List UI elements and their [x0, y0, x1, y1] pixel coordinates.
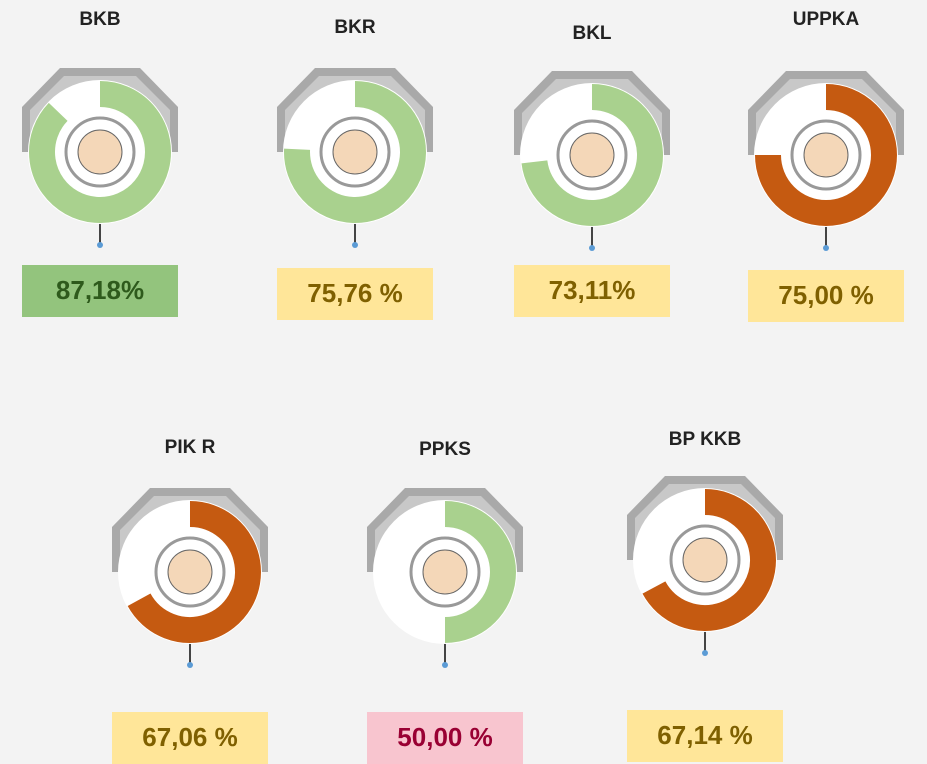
icon	[423, 550, 467, 594]
icon	[168, 550, 212, 594]
item-title: PPKS	[419, 439, 471, 460]
item-title: BKB	[79, 9, 120, 30]
icon	[683, 538, 727, 582]
stem-dot	[352, 242, 358, 248]
value-label: 75,00 %	[778, 280, 873, 310]
stem-dot	[823, 245, 829, 251]
value-label: 67,06 %	[142, 722, 237, 752]
stem-dot	[442, 662, 448, 668]
item-title: BKL	[572, 23, 611, 44]
item-title: BKR	[334, 17, 375, 38]
value-label: 75,76 %	[307, 278, 402, 308]
value-label: 50,00 %	[397, 722, 492, 752]
stem-dot	[97, 242, 103, 248]
item-title: UPPKA	[793, 9, 860, 30]
infographic: BKB 87,18% BKR 75,76 % BKL 73,11% UPPKA 75,00 %…	[0, 0, 927, 764]
value-label: 87,18%	[56, 275, 144, 305]
stem-dot	[187, 662, 193, 668]
value-label: 73,11%	[549, 275, 636, 305]
stem-dot	[702, 650, 708, 656]
item-title: BP KKB	[669, 429, 742, 450]
icon	[570, 133, 614, 177]
stem-dot	[589, 245, 595, 251]
icon	[804, 133, 848, 177]
item-title: PIK R	[165, 437, 216, 458]
value-label: 67,14 %	[657, 720, 752, 750]
page: {"items": [ {"title": "BKB", "value": 87…	[0, 0, 927, 764]
icon	[78, 130, 122, 174]
icon	[333, 130, 377, 174]
